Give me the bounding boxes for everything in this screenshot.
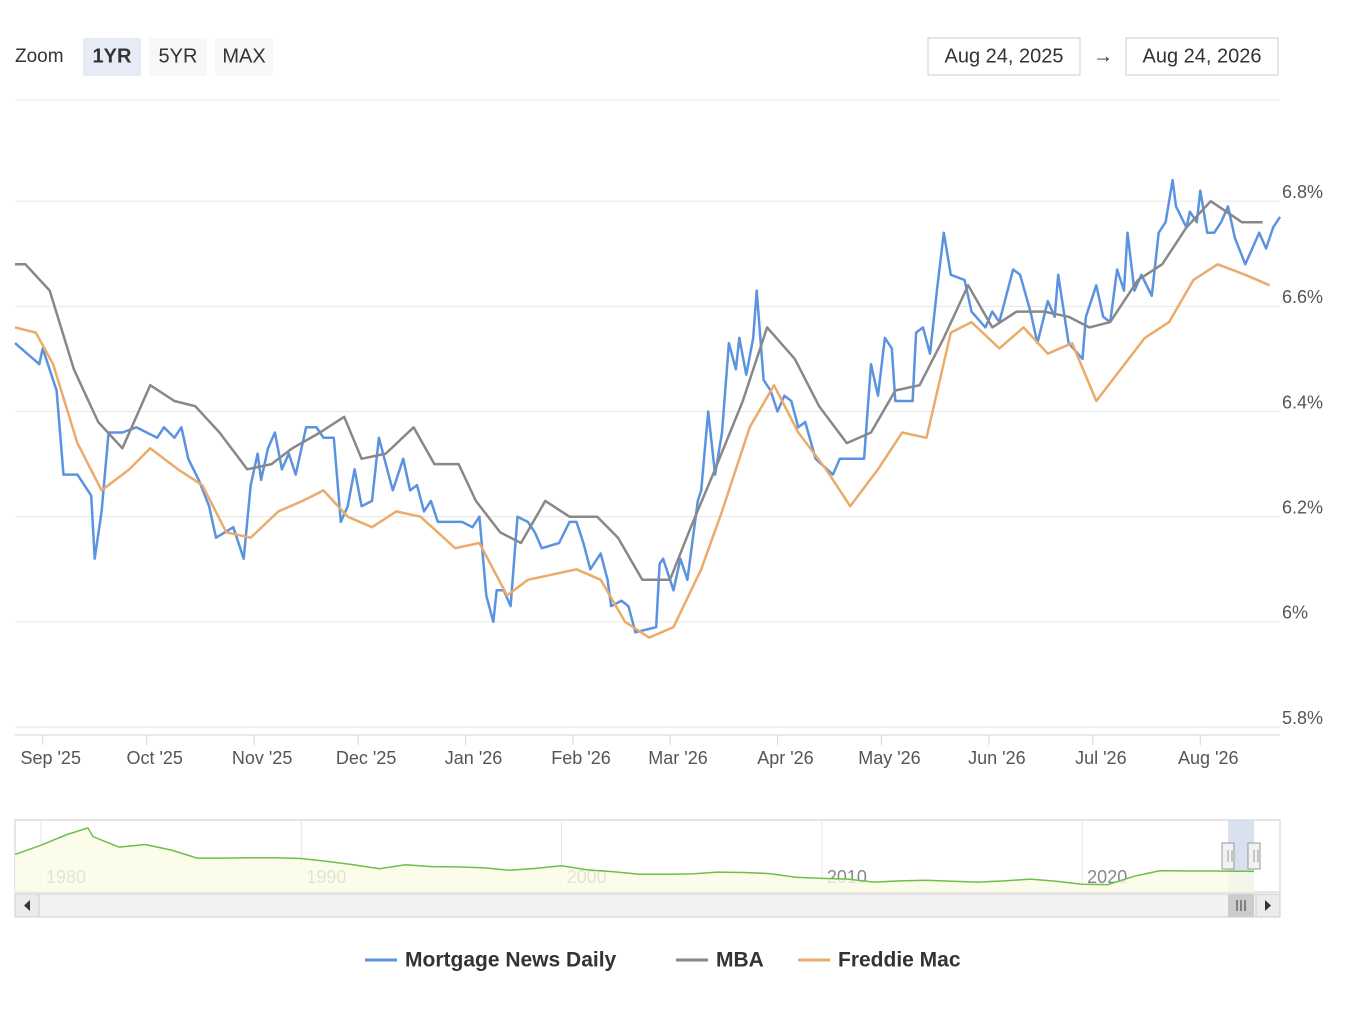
x-tick-label: Jan '26 xyxy=(445,748,502,768)
date-to[interactable]: Aug 24, 2026 xyxy=(1143,45,1262,67)
scrollbar-arrow xyxy=(1265,900,1271,911)
x-tick-label: May '26 xyxy=(858,748,920,768)
x-tick-label: Jun '26 xyxy=(968,748,1025,768)
y-tick-label: 6.6% xyxy=(1282,287,1323,307)
navigator-area xyxy=(15,827,1254,892)
series-line xyxy=(14,263,1271,639)
x-tick-label: Oct '25 xyxy=(126,748,182,768)
date-arrow: → xyxy=(1093,45,1113,67)
legend-label[interactable]: MBA xyxy=(716,949,764,972)
zoom-label: Zoom xyxy=(15,46,64,67)
zoom-button[interactable]: 1YR xyxy=(93,45,132,67)
date-input-box[interactable] xyxy=(927,37,1081,76)
y-tick-label: 5.8% xyxy=(1282,708,1323,728)
x-tick-label: Dec '25 xyxy=(336,748,396,768)
scrollbar-arrow xyxy=(24,900,30,911)
zoom-button-bg[interactable] xyxy=(83,38,141,76)
y-tick-label: 6% xyxy=(1282,603,1308,623)
zoom-button-bg[interactable] xyxy=(149,38,207,76)
x-tick-label: Aug '26 xyxy=(1178,748,1239,768)
x-tick-label: Feb '26 xyxy=(551,748,610,768)
y-tick-label: 6.4% xyxy=(1282,392,1323,412)
navigator-line xyxy=(14,827,1255,886)
date-input-box[interactable] xyxy=(1125,37,1279,76)
legend-label[interactable]: Freddie Mac xyxy=(838,949,961,972)
zoom-button-bg[interactable] xyxy=(215,38,273,76)
x-tick-label: Mar '26 xyxy=(648,748,707,768)
x-tick-label: Apr '26 xyxy=(757,748,813,768)
x-tick-label: Nov '25 xyxy=(232,748,292,768)
date-from[interactable]: Aug 24, 2025 xyxy=(945,45,1064,67)
series-line xyxy=(14,178,1282,634)
series-line xyxy=(15,199,1263,582)
scrollbar-track[interactable] xyxy=(14,893,1281,918)
y-tick-label: 6.2% xyxy=(1282,497,1323,517)
zoom-button[interactable]: 5YR xyxy=(159,45,198,67)
zoom-button[interactable]: MAX xyxy=(222,45,265,67)
x-tick-label: Jul '26 xyxy=(1075,748,1126,768)
legend-label[interactable]: Mortgage News Daily xyxy=(405,949,617,972)
y-tick-label: 6.8% xyxy=(1282,182,1323,202)
x-tick-label: Sep '25 xyxy=(20,748,81,768)
